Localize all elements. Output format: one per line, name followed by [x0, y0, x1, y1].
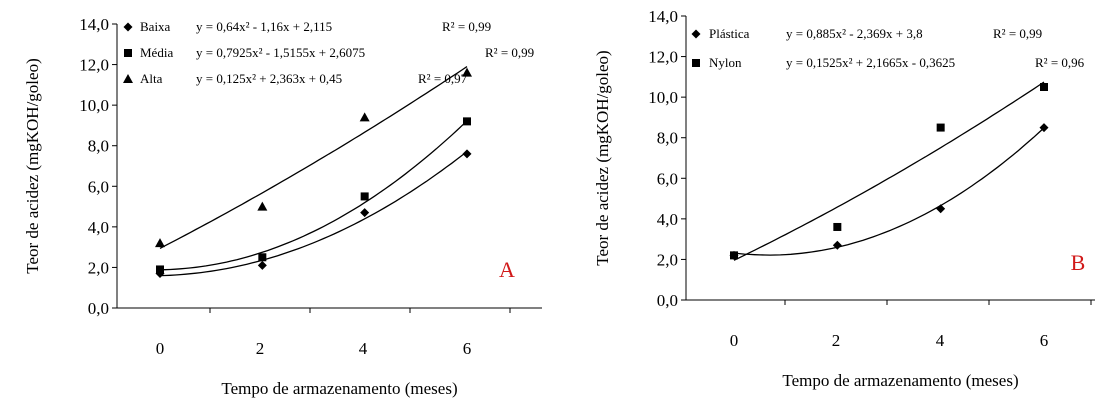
legend-marker — [692, 59, 700, 67]
x-tick-label: 2 — [256, 339, 265, 358]
y-tick-label: 10,0 — [648, 88, 678, 107]
data-point — [463, 117, 471, 126]
y-tick-label: 4,0 — [657, 210, 678, 229]
x-tick-label: 0 — [730, 331, 739, 350]
r-squared: R² = 0,99 — [442, 19, 491, 34]
legend-marker — [124, 49, 132, 57]
trend-curve — [159, 66, 468, 249]
legend-entry: Nylon y = 0,1525x² + 2,1665x - 0,3625 R² =… — [692, 55, 1085, 70]
r-squared: R² = 0,97 — [418, 71, 468, 86]
y-tick-label: 0,0 — [657, 291, 678, 310]
trend-curve — [733, 127, 1045, 256]
x-tick-label: 6 — [463, 339, 472, 358]
legend-entry: Plástica y = 0,885x² - 2,369x + 3,8 R² = 0… — [691, 26, 1042, 41]
y-tick-label: 6,0 — [88, 177, 109, 196]
x-tick-label: 6 — [1040, 331, 1049, 350]
data-point — [936, 204, 946, 214]
trend-curve — [159, 120, 468, 271]
r-squared: R² = 0,99 — [993, 26, 1042, 41]
series-alta — [155, 66, 472, 249]
data-point — [360, 192, 369, 201]
y-tick-label: 12,0 — [648, 48, 678, 67]
x-axis-title: Tempo de armazenamento (meses) — [221, 379, 457, 398]
panel-letter: A — [499, 257, 515, 282]
data-point — [258, 253, 267, 262]
data-point — [462, 67, 472, 77]
legend-label: Nylon — [709, 55, 742, 70]
r-squared: R² = 0,99 — [485, 45, 534, 60]
data-point — [1039, 123, 1049, 133]
y-tick-label: 2,0 — [88, 258, 109, 277]
regression-equation: y = 0,64x² - 1,16x + 2,115 — [196, 19, 332, 34]
x-tick-label: 4 — [936, 331, 945, 350]
chart-panel-a: 0,0 2,0 4,0 6,0 8,0 10,0 12,0 14,0 0 2 4 6 Teor de a… — [23, 15, 542, 398]
series-baixa — [155, 149, 472, 279]
panel-letter: B — [1071, 250, 1086, 275]
y-tick-label: 12,0 — [79, 56, 109, 75]
legend-label: Alta — [140, 71, 163, 86]
chart-panel-b: 0,0 2,0 4,0 6,0 8,0 10,0 12,0 14,0 0 2 4 6 Teor de a… — [593, 7, 1095, 390]
data-point — [936, 123, 945, 132]
y-tick-label: 14,0 — [648, 7, 678, 26]
data-point — [462, 149, 472, 159]
legend-entry: Alta y = 0,125x² + 2,363x + 0,45 R² = 0,97 — [123, 71, 468, 86]
y-tick-label: 6,0 — [657, 169, 678, 188]
x-tick-label: 0 — [156, 339, 165, 358]
regression-equation: y = 0,1525x² + 2,1665x - 0,3625 — [786, 55, 955, 70]
data-point — [155, 238, 165, 248]
y-axis-title: Teor de acidez (mgKOH/goleo) — [23, 58, 42, 273]
data-point — [257, 201, 268, 211]
trend-curve — [733, 81, 1045, 261]
y-tick-label: 10,0 — [79, 96, 109, 115]
y-tick-label: 2,0 — [657, 250, 678, 269]
y-tick-label: 0,0 — [88, 299, 109, 318]
data-point — [833, 222, 842, 231]
data-point — [359, 112, 370, 122]
y-axis-title: Teor de acidez (mgKOH/goleo) — [593, 50, 612, 265]
legend-marker — [691, 29, 701, 39]
series-média — [156, 117, 471, 274]
data-point — [1040, 83, 1048, 91]
legend-entry: Média y = 0,7925x² - 1,5155x + 2,6075 R² =… — [124, 45, 534, 60]
legend-marker — [123, 74, 133, 83]
legend-label: Baixa — [140, 19, 171, 34]
y-tick-label: 14,0 — [79, 15, 109, 34]
series-nylon — [730, 81, 1048, 261]
x-tick-label: 4 — [359, 339, 368, 358]
regression-equation: y = 0,7925x² - 1,5155x + 2,6075 — [196, 45, 365, 60]
regression-equation: y = 0,125x² + 2,363x + 0,45 — [196, 71, 342, 86]
legend-label: Média — [140, 45, 173, 60]
data-point — [360, 208, 370, 218]
legend-entry: Baixa y = 0,64x² - 1,16x + 2,115 R² = 0,99 — [123, 19, 491, 34]
data-point — [832, 240, 842, 250]
regression-equation: y = 0,885x² - 2,369x + 3,8 — [786, 26, 923, 41]
y-tick-label: 4,0 — [88, 218, 109, 237]
legend-label: Plástica — [709, 26, 750, 41]
data-point — [156, 265, 164, 274]
x-tick-label: 2 — [832, 331, 841, 350]
y-tick-label: 8,0 — [657, 129, 678, 148]
data-point — [257, 260, 267, 270]
x-axis-title: Tempo de armazenamento (meses) — [782, 371, 1018, 390]
legend-marker — [123, 22, 133, 32]
r-squared: R² = 0,96 — [1035, 55, 1085, 70]
data-point — [730, 251, 738, 260]
trend-curve — [159, 150, 468, 277]
y-tick-label: 8,0 — [88, 137, 109, 156]
